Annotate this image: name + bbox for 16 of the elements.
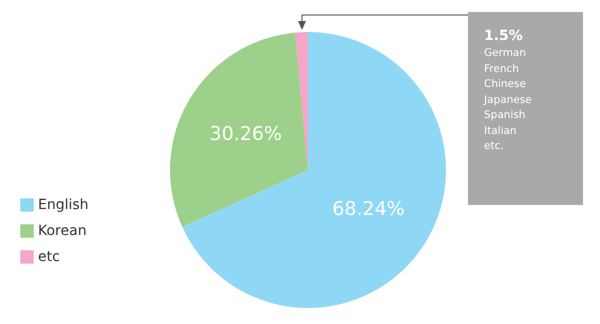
pie-slice [170, 32, 308, 227]
text: Japanese [484, 92, 533, 108]
pie-slice [295, 32, 308, 170]
legend-label: English [38, 197, 89, 213]
legend-label: etc [38, 249, 60, 265]
pie-slice [182, 32, 446, 308]
legend-label: Korean [38, 223, 87, 239]
data-label: 30.26% [210, 122, 282, 145]
text: Spanish [484, 108, 526, 123]
text: Italian [484, 124, 518, 138]
text: French [484, 62, 520, 76]
data-label: 68.24% [332, 198, 405, 220]
text: Chinese [484, 77, 527, 92]
text: etc. [484, 139, 505, 154]
text: 1.5% [484, 28, 524, 44]
text: German [484, 46, 528, 61]
